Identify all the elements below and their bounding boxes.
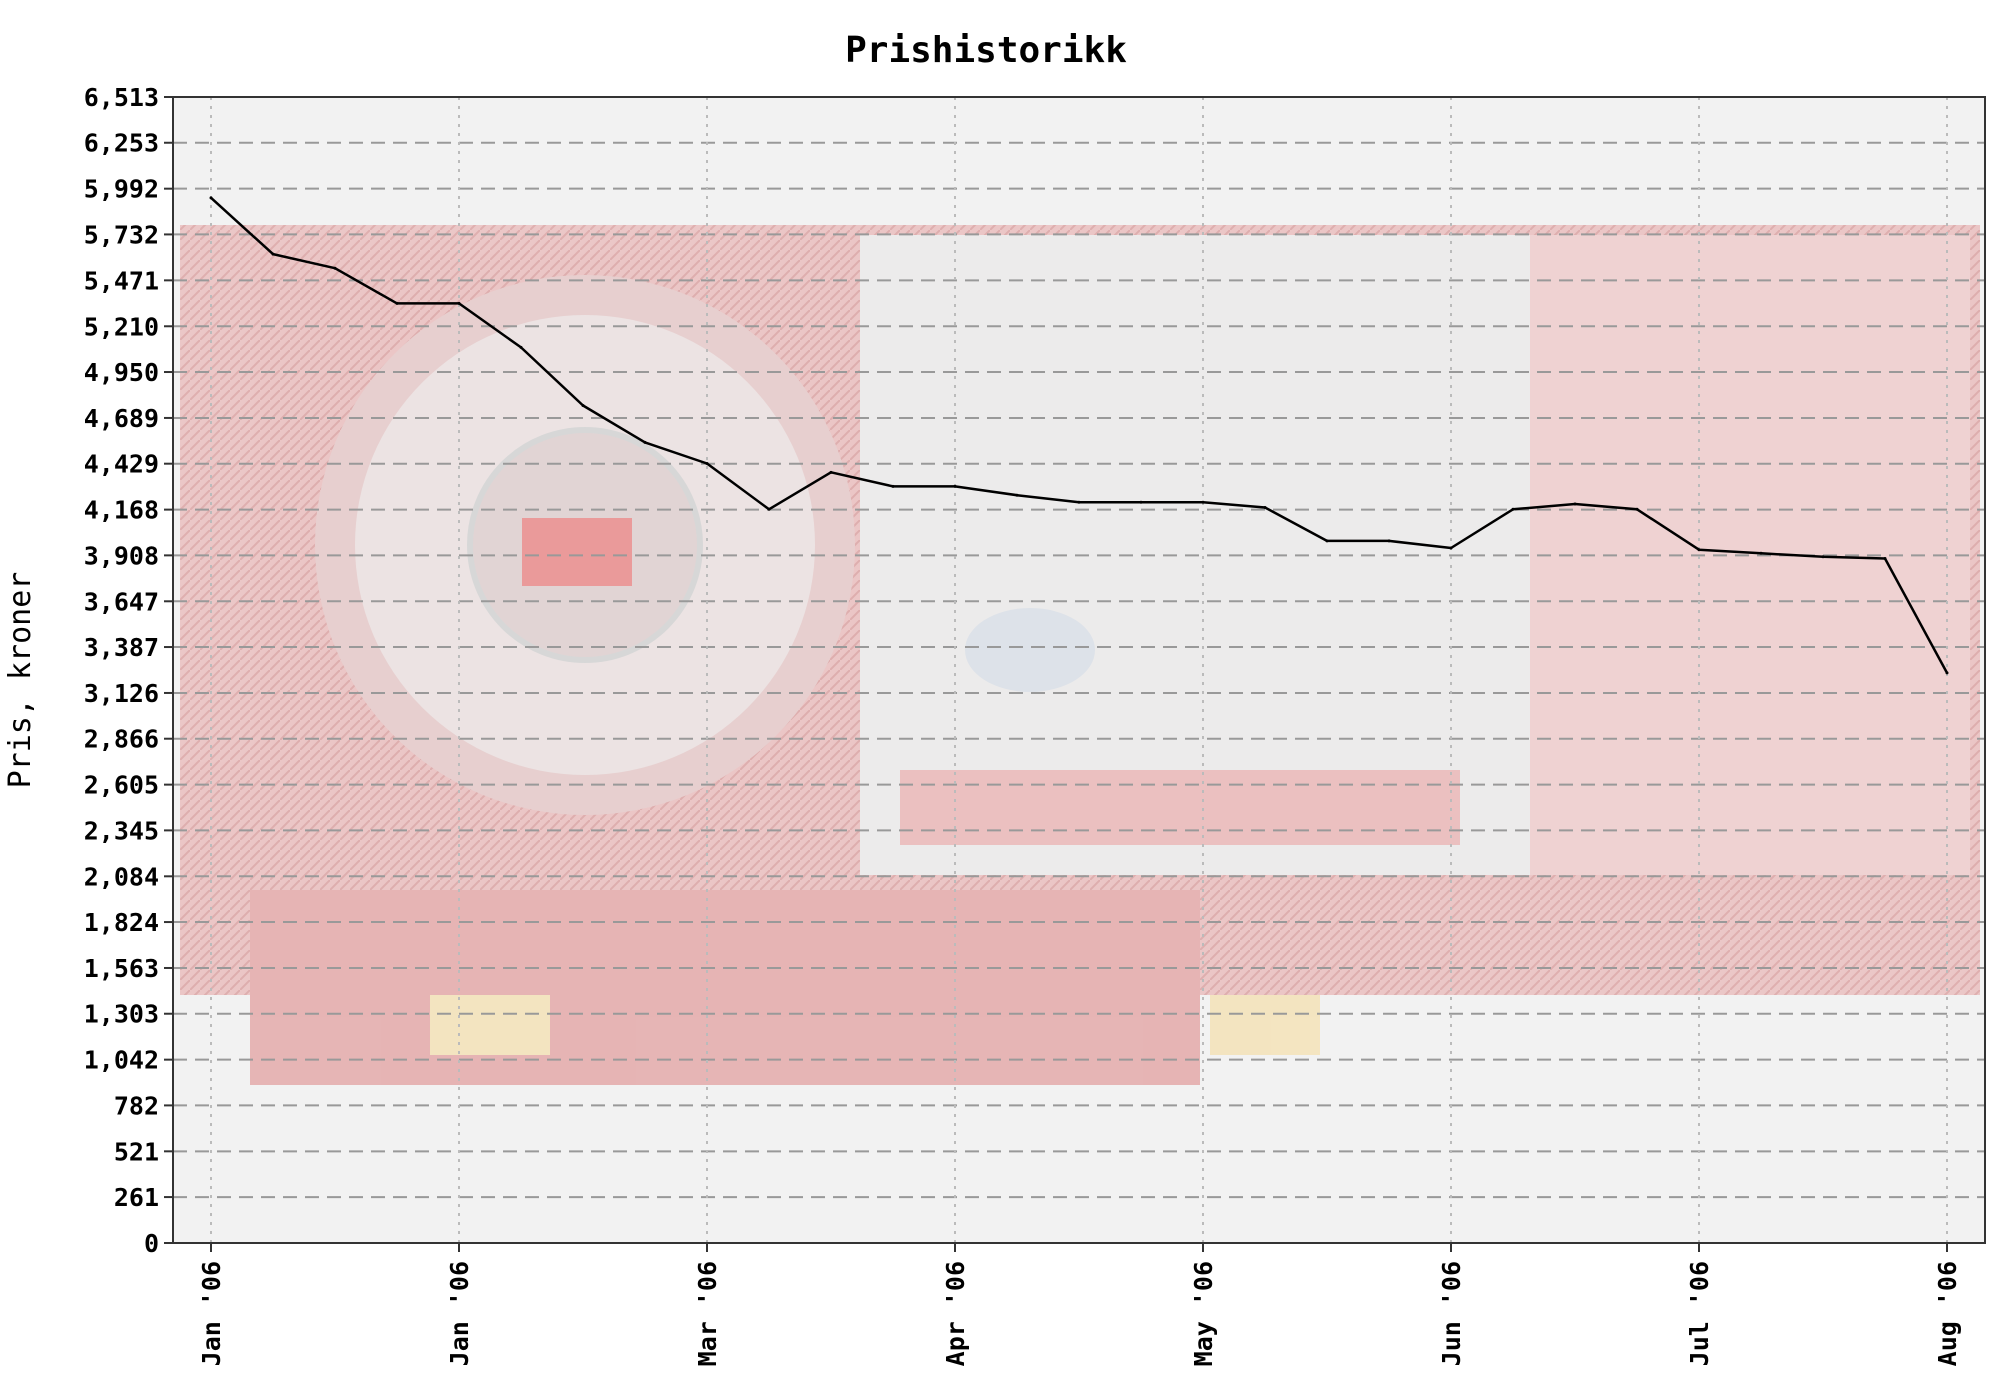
price-point [457,301,461,305]
y-tick-label: 5,210 [84,312,159,341]
price-point [1697,548,1701,552]
x-tick-label: Jul '06 [1685,1261,1714,1366]
price-point [395,301,399,305]
price-point [1201,500,1205,504]
price-point [705,462,709,466]
y-tick-label: 2,084 [84,862,159,891]
y-tick-label: 2,866 [84,725,159,754]
y-tick-label: 5,992 [84,175,159,204]
y-tick-label: 6,253 [84,129,159,158]
price-point [1077,500,1081,504]
price-point [1635,507,1639,511]
background-card-image [180,225,1980,1085]
x-axis: Jan '06 Jan '06 Mar '06 Apr '06 May '06 Jun '… [197,1243,1962,1366]
price-point [1821,555,1825,559]
y-tick-label: 782 [114,1091,159,1120]
x-tick-label: Mar '06 [693,1261,722,1366]
x-tick-label: Jun '06 [1437,1261,1466,1366]
price-point [767,507,771,511]
price-point [1511,507,1515,511]
card-memory-area [1530,235,1970,875]
y-tick-label: 5,732 [84,220,159,249]
y-tick-label: 261 [114,1183,159,1212]
card-connector-1 [430,995,550,1055]
price-point [1945,671,1949,675]
price-point [1449,546,1453,550]
x-tick-label: May '06 [1189,1261,1218,1366]
x-tick-label: Jan '06 [197,1261,226,1366]
y-tick-label: 4,950 [84,358,159,387]
price-point [1387,539,1391,543]
y-tick-label: 4,689 [84,404,159,433]
y-tick-label: 6,513 [84,83,159,112]
sapphire-logo [965,608,1095,692]
y-tick-label: 1,824 [84,908,159,937]
price-point [209,196,213,200]
price-point [1139,500,1143,504]
y-tick-label: 0 [144,1229,159,1258]
price-point [581,403,585,407]
price-point [1759,551,1763,555]
price-series [209,196,1949,675]
x-tick-label: Aug '06 [1933,1261,1962,1366]
y-tick-label: 1,303 [84,1000,159,1029]
price-point [1325,539,1329,543]
chart-title: Prishistorikk [845,30,1127,71]
y-tick-label: 3,647 [84,587,159,616]
card-edge [250,890,1200,1085]
price-point [953,484,957,488]
card-connector-2 [1210,995,1320,1055]
y-tick-label: 4,429 [84,450,159,479]
price-point [519,345,523,349]
x-tick-label: Jan '06 [445,1261,474,1366]
grid-lines [173,96,1985,1243]
y-tick-label: 2,345 [84,816,159,845]
y-tick-label: 521 [114,1137,159,1166]
y-tick-label: 2,605 [84,771,159,800]
y-tick-label: 1,042 [84,1046,159,1075]
x-tick-label: Apr '06 [941,1261,970,1366]
y-tick-label: 3,387 [84,633,159,662]
price-point [333,266,337,270]
price-point [1015,493,1019,497]
radeon-label-plate [900,770,1460,845]
price-point [1883,557,1887,561]
price-point [891,484,895,488]
y-tick-label: 3,126 [84,679,159,708]
ati-logo-badge [522,518,632,586]
y-axis: 0 261 521 782 1,042 1,303 1,563 1,824 2,084 2,345… [84,83,173,1258]
price-point [271,252,275,256]
y-axis-title: Pris, kroner [3,572,38,789]
y-tick-label: 1,563 [84,954,159,983]
price-point [1263,506,1267,510]
price-point [829,470,833,474]
price-point [643,440,647,444]
y-tick-label: 3,908 [84,541,159,570]
y-tick-label: 5,471 [84,266,159,295]
y-tick-label: 4,168 [84,496,159,525]
plot-frame [172,96,1986,1244]
price-point [1573,502,1577,506]
